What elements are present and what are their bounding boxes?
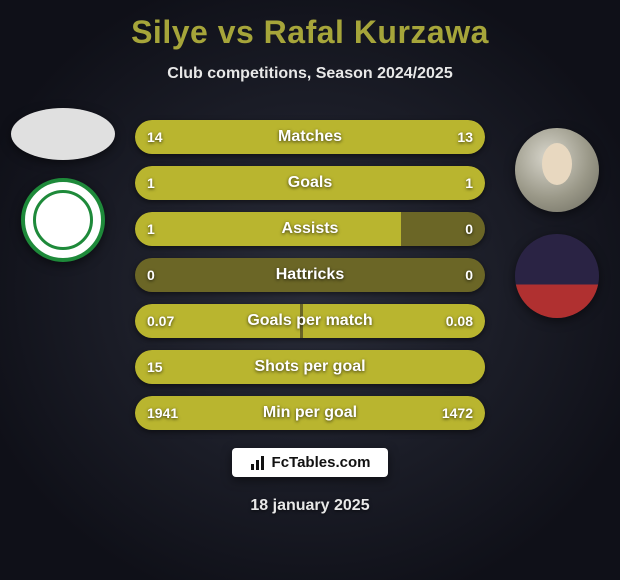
- right-avatar-column: [502, 128, 612, 318]
- brand-text: FcTables.com: [272, 454, 371, 471]
- stat-row: Goals per match0.070.08: [135, 304, 485, 338]
- stat-row: Hattricks00: [135, 258, 485, 292]
- stat-fill-right: [317, 120, 485, 154]
- stat-fill-left: [135, 212, 401, 246]
- stat-fill-left: [135, 120, 317, 154]
- player1-avatar-placeholder: [11, 108, 115, 160]
- player1-name: Silye: [131, 14, 208, 50]
- brand-box: FcTables.com: [232, 448, 389, 477]
- stat-bars: Matches1413 Goals11 Assists10 Hattricks00 Go…: [135, 120, 485, 442]
- player1-club-badge: [21, 178, 105, 262]
- stat-fill-left: [135, 304, 300, 338]
- comparison-title: Silye vs Rafal Kurzawa: [0, 0, 620, 51]
- stat-fill-right: [310, 166, 485, 200]
- bar-chart-icon: [250, 455, 266, 471]
- player2-avatar: [515, 128, 599, 212]
- stat-row: Assists10: [135, 212, 485, 246]
- stat-fill-left: [135, 166, 310, 200]
- stat-fill-right: [303, 304, 485, 338]
- player2-club-badge: [515, 234, 599, 318]
- stat-row: Min per goal19411472: [135, 396, 485, 430]
- stat-fill-left: [135, 350, 485, 384]
- left-avatar-column: [8, 108, 118, 262]
- date-text: 18 january 2025: [0, 497, 620, 515]
- vs-separator: vs: [218, 14, 255, 50]
- stat-row: Matches1413: [135, 120, 485, 154]
- player2-name: Rafal Kurzawa: [264, 14, 489, 50]
- stat-row: Shots per goal15: [135, 350, 485, 384]
- stat-row: Goals11: [135, 166, 485, 200]
- stat-track: [135, 258, 485, 292]
- comparison-subtitle: Club competitions, Season 2024/2025: [0, 65, 620, 83]
- stat-fill-right: [335, 396, 486, 430]
- stat-fill-left: [135, 396, 335, 430]
- footer: FcTables.com 18 january 2025: [0, 448, 620, 515]
